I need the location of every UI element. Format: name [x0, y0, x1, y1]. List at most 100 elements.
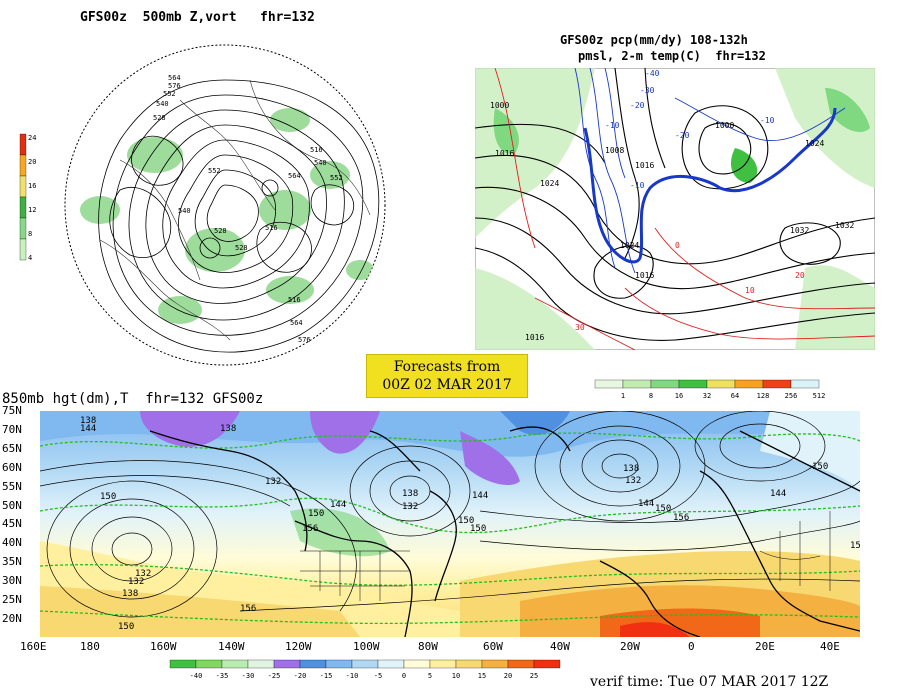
vort-color-scale: 24 20 16 12 8 4 — [19, 133, 36, 262]
precip-scale-label: 256 — [785, 392, 798, 400]
polar-contour-label: 528 — [214, 227, 227, 235]
height-contour-label: 150 — [812, 462, 828, 472]
height-contour-label: 138 — [80, 416, 96, 426]
longitude-label: 0 — [688, 640, 695, 653]
temp-scale-swatch — [455, 659, 483, 669]
vort-scale-label: 24 — [28, 134, 36, 142]
polar-contour-label: 528 — [153, 114, 166, 122]
latitude-label: 30N — [2, 574, 22, 588]
height-contour-label: 156 — [850, 541, 860, 551]
height-contour-label: 144 — [80, 424, 96, 434]
height-contour-label: 150 — [118, 622, 134, 632]
latitude-label: 20N — [2, 611, 22, 625]
freezing-line — [583, 107, 837, 264]
height-contour-label: 132 — [265, 477, 281, 487]
height-contour-label: 156 — [673, 513, 689, 523]
temp-scale-swatch — [325, 659, 353, 669]
precip-scale-label: 512 — [813, 392, 826, 400]
temperature-label: -20 — [630, 101, 645, 110]
temp-scale-swatch — [273, 659, 301, 669]
polar-contour-label: 516 — [265, 224, 278, 232]
vort-scale-label: 4 — [28, 254, 32, 262]
longitude-label: 20E — [755, 640, 775, 653]
vort-scale-swatch — [19, 154, 27, 177]
surface-panel-title-1: GFS00z pcp(mm/dy) 108-132h — [560, 33, 748, 47]
isobars — [475, 68, 875, 341]
precip-scale-swatch — [706, 379, 736, 389]
latitude-label: 60N — [2, 460, 22, 474]
temp-scale-label: 25 — [530, 672, 538, 680]
temperature-label: -40 — [645, 69, 660, 78]
surface-map: 1000 1008 1016 1024 1016 1032 1024 1000 1016 1024… — [475, 68, 875, 350]
isobar-label: 1016 — [635, 271, 654, 280]
precip-scale-swatch — [762, 379, 792, 389]
vort-scale-label: 8 — [28, 230, 32, 238]
polar-contour-label: 516 — [288, 296, 301, 304]
isobar-label: 1024 — [540, 179, 559, 188]
temp-scale-label: 10 — [452, 672, 460, 680]
isobar-label: 1000 — [490, 101, 509, 110]
height-contour-label: 144 — [638, 499, 654, 509]
polar-contour-label: 552 — [330, 174, 343, 182]
temp-scale-label: -30 — [242, 672, 255, 680]
latitude-label: 40N — [2, 536, 22, 550]
polar-contour-label: 528 — [235, 244, 248, 252]
longitude-label: 160W — [150, 640, 177, 653]
height-contours — [98, 79, 380, 353]
precip-scale-swatch — [734, 379, 764, 389]
height-contour-label: 150 — [100, 492, 116, 502]
vort-scale-swatch — [19, 238, 27, 261]
longitude-label: 40W — [550, 640, 570, 653]
temperature-label: 0 — [675, 241, 680, 250]
longitude-label: 60W — [483, 640, 503, 653]
temp-scale-swatch — [247, 659, 275, 669]
vort-scale-swatch — [19, 217, 27, 240]
isobar-label: 1024 — [620, 241, 639, 250]
precip-scale-label: 32 — [703, 392, 711, 400]
temperature-label: -10 — [630, 181, 645, 190]
latitude-axis: 75N 70N 65N 60N 55N 50N 45N 40N 35N 30N 25N 20N — [2, 404, 40, 640]
height-contour-label: 156 — [302, 524, 318, 534]
precip-scale-label: 64 — [731, 392, 739, 400]
temperature-label: -10 — [605, 121, 620, 130]
height-contour-label: 132 — [128, 577, 144, 587]
height-contour-label: 138 — [402, 489, 418, 499]
height-contour-label: 156 — [240, 604, 256, 614]
height-contour-label: 144 — [472, 491, 488, 501]
polar-contour-label: 516 — [310, 146, 323, 154]
surface-panel-title-2: pmsl, 2-m temp(C) fhr=132 — [578, 49, 766, 63]
vort-scale-label: 16 — [28, 182, 36, 190]
height-contour-label: 150 — [655, 504, 671, 514]
temperature-label: -20 — [675, 131, 690, 140]
longitude-label: 140W — [218, 640, 245, 653]
vort-scale-swatch — [19, 133, 27, 156]
latitude-label: 35N — [2, 555, 22, 569]
temp-scale-swatch — [195, 659, 223, 669]
latitude-label: 70N — [2, 422, 22, 436]
height-contour-label: 138 — [220, 424, 236, 434]
longitude-label: 120W — [285, 640, 312, 653]
temp-scale-swatch — [221, 659, 249, 669]
polar-contour-label: 540 — [156, 100, 169, 108]
isobar-label: 1016 — [635, 161, 654, 170]
main-panel-title: 850mb hgt(dm),T fhr=132 GFS00z — [2, 391, 264, 407]
height-contour-label: 150 — [458, 516, 474, 526]
isobar-label: 1016 — [525, 333, 544, 342]
temp-scale-swatch — [481, 659, 509, 669]
vort-scale-label: 12 — [28, 206, 36, 214]
latitude-label: 55N — [2, 479, 22, 493]
forecast-info-box: Forecasts from 00Z 02 MAR 2017 — [366, 354, 528, 398]
temperature-lines — [494, 68, 875, 350]
height-contour-label: 132 — [135, 569, 151, 579]
temperature-label: -10 — [760, 116, 775, 125]
longitude-label: 100W — [353, 640, 380, 653]
height-contour-label: 150 — [470, 524, 486, 534]
polar-contour-label: 564 — [288, 172, 301, 180]
precip-scale-label: 1 — [621, 392, 625, 400]
latitude-label: 45N — [2, 517, 22, 531]
temp-scale-swatch — [507, 659, 535, 669]
temp-scale-label: -25 — [268, 672, 281, 680]
isobar-label: 1024 — [805, 139, 824, 148]
precip-color-scale: 1 8 16 32 64 128 256 512 — [594, 379, 826, 400]
polar-contour-label: 564 — [168, 74, 181, 82]
